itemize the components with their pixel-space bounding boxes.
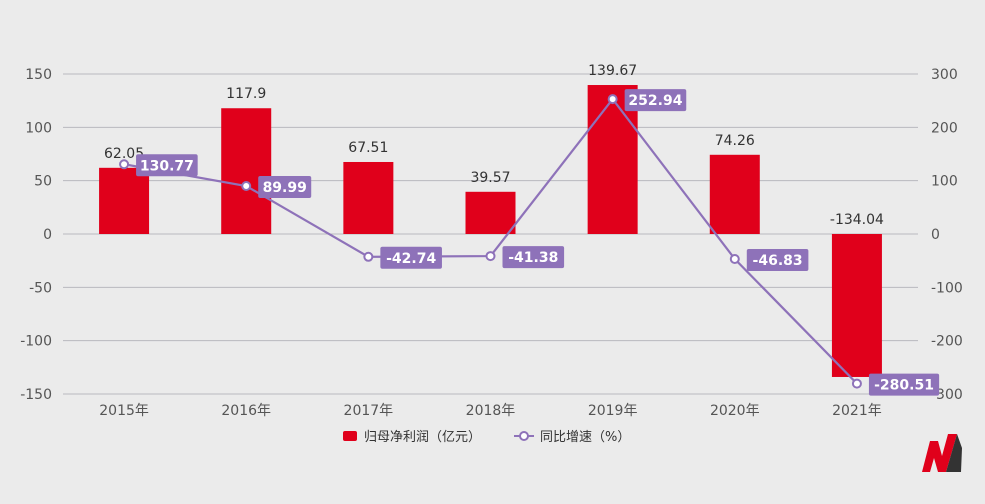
x-tick-label: 2016年 xyxy=(221,403,271,419)
y-left-tick-label: -150 xyxy=(20,387,52,403)
y-left-tick-label: 0 xyxy=(43,227,52,243)
x-tick-label: 2018年 xyxy=(466,403,516,419)
x-tick-label: 2017年 xyxy=(344,403,394,419)
x-tick-label: 2015年 xyxy=(99,403,149,419)
line-point xyxy=(851,378,862,389)
y-left-tick-label: -100 xyxy=(20,334,52,350)
bar-value-label: 74.26 xyxy=(715,133,755,149)
line-value-label: -41.38 xyxy=(508,250,558,266)
y-right-tick-label: 300 xyxy=(931,67,958,83)
x-tick-label: 2021年 xyxy=(832,403,882,419)
bar-value-label: 39.57 xyxy=(470,170,510,186)
line-value-box xyxy=(624,89,687,112)
y-left-tick-label: 50 xyxy=(34,174,52,190)
bar-value-label: 67.51 xyxy=(348,140,388,156)
line-value-box xyxy=(502,246,565,269)
logo-shape-red xyxy=(922,434,957,472)
x-tick-label: 2020年 xyxy=(710,403,760,419)
line-point xyxy=(729,253,740,264)
x-axis: 2015年 2016年 2017年 2018年 2019年 2020年 2021年 xyxy=(99,403,881,419)
line-point xyxy=(485,251,496,262)
y-right-tick-label: -100 xyxy=(931,280,963,296)
y-right-tick-label: 100 xyxy=(931,174,958,190)
y-left-tick-label: 150 xyxy=(25,67,52,83)
legend: 归母净利润（亿元） 同比增速（%） xyxy=(343,430,630,445)
line-value-box xyxy=(258,176,312,199)
line-point xyxy=(607,94,618,105)
bar-value-label: 139.67 xyxy=(588,63,637,79)
y-right-tick-label: 0 xyxy=(931,227,940,243)
line-value-label: -42.74 xyxy=(386,251,436,267)
bar xyxy=(465,191,516,234)
legend-line-marker xyxy=(519,431,529,441)
legend-bar-swatch xyxy=(343,431,357,441)
bar-value-label: 117.9 xyxy=(226,86,266,102)
line-value-label: -280.51 xyxy=(874,378,934,394)
line-value-label: -46.83 xyxy=(753,253,803,269)
grid-lines xyxy=(63,73,918,395)
line-value-labels: 130.77 89.99 -42.74 -41.38 252.94 -46.83 -280.… xyxy=(136,89,940,396)
bar xyxy=(343,161,394,234)
logo-shape-dark xyxy=(946,434,962,472)
bar xyxy=(709,154,760,234)
line-series xyxy=(119,94,862,389)
line-value-label: 252.94 xyxy=(628,93,682,109)
bar xyxy=(831,234,882,377)
bar-series xyxy=(99,85,882,377)
legend-bar-label: 归母净利润（亿元） xyxy=(364,430,481,445)
line-value-box xyxy=(380,246,442,269)
x-tick-label: 2019年 xyxy=(588,403,638,419)
bar-value-label: -134.04 xyxy=(830,212,884,228)
bar xyxy=(99,167,150,234)
brand-logo xyxy=(922,434,962,472)
y-left-tick-label: 100 xyxy=(25,120,52,136)
line-point xyxy=(363,251,374,262)
y-axis-left: 150 100 50 0 -50 -100 -150 xyxy=(20,67,52,403)
y-right-tick-label: 200 xyxy=(931,120,958,136)
y-left-tick-label: -50 xyxy=(29,280,52,296)
bar-value-label: 62.05 xyxy=(104,146,144,162)
line-point xyxy=(241,181,252,192)
line-value-box xyxy=(746,248,809,271)
bar-value-labels: 62.05 117.9 67.51 39.57 139.67 74.26 -134.04 xyxy=(104,63,884,228)
line-point xyxy=(119,159,130,170)
line-value-box xyxy=(868,373,940,396)
bar xyxy=(221,108,272,234)
y-right-tick-label: -200 xyxy=(931,334,963,350)
line-value-label: 89.99 xyxy=(263,180,307,196)
legend-line-label: 同比增速（%） xyxy=(540,430,630,445)
line-value-label: 130.77 xyxy=(140,158,194,174)
line-value-box xyxy=(136,154,198,177)
